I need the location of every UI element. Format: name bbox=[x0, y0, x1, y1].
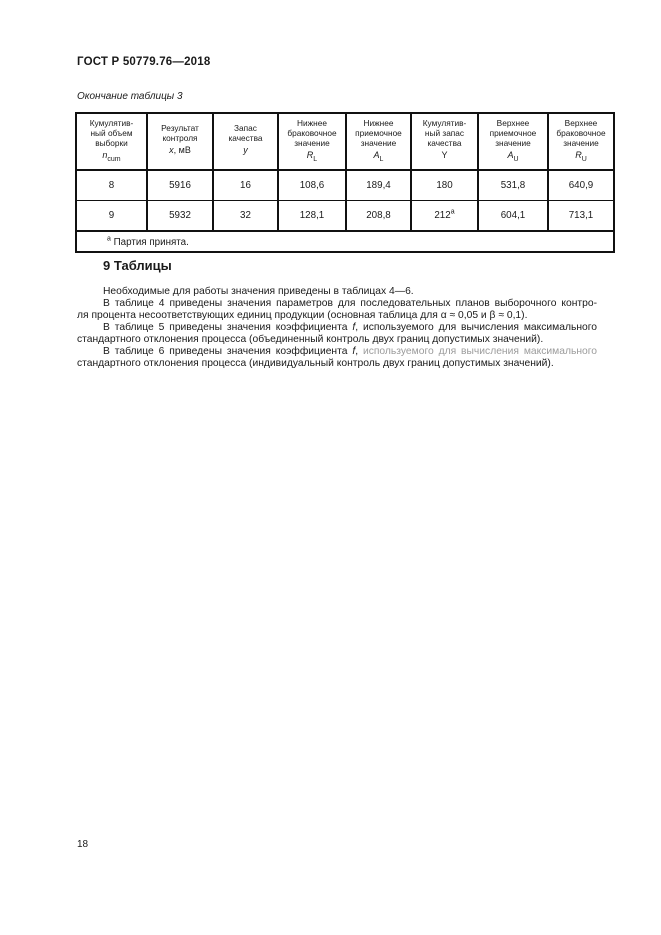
col-header-lower-acceptance: Нижнее приемочное значение AL bbox=[345, 112, 412, 171]
paragraph-line: Необходимые для работы значения приведен… bbox=[103, 286, 414, 297]
header-symbol: y bbox=[243, 145, 248, 156]
table-cell-with-footnote-ref: 212а bbox=[410, 200, 479, 232]
header-line: Нижнее bbox=[297, 118, 327, 129]
table-header-row: Кумулятив- ный объем выборки ncum Резуль… bbox=[75, 112, 615, 171]
col-header-upper-rejection: Верхнее браковочное значение RU bbox=[547, 112, 615, 171]
header-line: приемочное bbox=[355, 128, 402, 139]
table-cell: 180 bbox=[410, 169, 479, 201]
table-cell: 531,8 bbox=[477, 169, 549, 201]
header-line: Нижнее bbox=[363, 118, 394, 129]
header-line: значение bbox=[495, 138, 531, 149]
col-header-quality-margin: Запас качества y bbox=[212, 112, 279, 171]
header-line: качества bbox=[228, 133, 263, 144]
header-line: контроля bbox=[162, 133, 198, 144]
header-line: браковочное bbox=[287, 128, 337, 139]
header-line: ный объем bbox=[90, 128, 133, 139]
header-line: Верхнее bbox=[496, 118, 530, 129]
header-line: браковочное bbox=[556, 128, 606, 139]
table-cell: 640,9 bbox=[547, 169, 615, 201]
table-footnote: а Партия принята. bbox=[75, 230, 615, 253]
doc-code: ГОСТ Р 50779.76—2018 bbox=[77, 56, 211, 68]
header-symbol: RU bbox=[575, 150, 587, 163]
paragraph-line: стандартного отклонения процесса (индиви… bbox=[77, 358, 554, 369]
col-header-upper-acceptance: Верхнее приемочное значение AU bbox=[477, 112, 549, 171]
page-number: 18 bbox=[77, 839, 89, 850]
table-cell: 5932 bbox=[146, 200, 214, 232]
variable-f: f bbox=[352, 322, 356, 333]
header-line: Верхнее bbox=[564, 118, 598, 129]
table-row: 8 5916 16 108,6 189,4 180 531,8 640,9 bbox=[75, 169, 615, 201]
body-text: Необходимые для работы значения приведен… bbox=[77, 286, 597, 370]
table-cell: 8 bbox=[75, 169, 148, 201]
table-cell: 713,1 bbox=[547, 200, 615, 232]
col-header-lower-rejection: Нижнее браковочное значение RL bbox=[277, 112, 347, 171]
paragraph-line: В таблице 6 приведены значения коэффицие… bbox=[103, 346, 597, 357]
footnote-marker: а bbox=[107, 235, 111, 243]
col-header-cumulative-margin: Кумулятив- ный запас качества Y bbox=[410, 112, 479, 171]
table-row: 9 5932 32 128,1 208,8 212а 604,1 713,1 bbox=[75, 200, 615, 232]
table-cell: 5916 bbox=[146, 169, 214, 201]
table-cell: 9 bbox=[75, 200, 148, 232]
footnote-marker: а bbox=[450, 208, 455, 216]
faded-scan-text: используемого для вычисления максимально… bbox=[362, 346, 597, 357]
header-symbol: AL bbox=[373, 150, 384, 163]
header-symbol: ncum bbox=[102, 150, 121, 163]
header-line: Результат bbox=[161, 123, 199, 134]
header-line: выборки bbox=[95, 138, 128, 149]
paragraph-line: стандартного отклонения процесса (объеди… bbox=[77, 334, 544, 345]
header-line: значение bbox=[563, 138, 599, 149]
header-line: Кумулятив- bbox=[89, 118, 134, 129]
table-cell: 108,6 bbox=[277, 169, 347, 201]
paragraph-line: В таблице 5 приведены значения коэффицие… bbox=[103, 322, 597, 333]
header-line: Кумулятив- bbox=[422, 118, 467, 129]
table-cell: 16 bbox=[212, 169, 279, 201]
header-line: ный запас bbox=[424, 128, 465, 139]
paragraph-line: ля процента несоответствующих единиц про… bbox=[77, 310, 528, 321]
col-header-result: Результат контроля x, мВ bbox=[146, 112, 214, 171]
table-cell: 604,1 bbox=[477, 200, 549, 232]
data-table: Кумулятив- ный объем выборки ncum Резуль… bbox=[75, 112, 615, 253]
header-symbol: AU bbox=[507, 150, 519, 163]
header-line: качества bbox=[427, 138, 462, 149]
table-footnote-row: а Партия принята. bbox=[75, 230, 615, 253]
table-cell: 32 bbox=[212, 200, 279, 232]
variable-f: f bbox=[352, 346, 356, 357]
table-cell: 189,4 bbox=[345, 169, 412, 201]
section-heading: 9 Таблицы bbox=[103, 258, 172, 273]
header-symbol: x, мВ bbox=[169, 145, 191, 156]
header-line: значение bbox=[360, 138, 397, 149]
table-caption: Окончание таблицы 3 bbox=[77, 91, 183, 102]
header-symbol: RL bbox=[306, 150, 318, 163]
table-cell: 208,8 bbox=[345, 200, 412, 232]
header-line: значение bbox=[294, 138, 330, 149]
header-symbol: Y bbox=[441, 150, 448, 161]
table-cell: 128,1 bbox=[277, 200, 347, 232]
paragraph-line: В таблице 4 приведены значения параметро… bbox=[103, 298, 597, 309]
header-line: приемочное bbox=[489, 128, 537, 139]
col-header-ncum: Кумулятив- ный объем выборки ncum bbox=[75, 112, 148, 171]
header-line: Запас bbox=[234, 123, 257, 134]
